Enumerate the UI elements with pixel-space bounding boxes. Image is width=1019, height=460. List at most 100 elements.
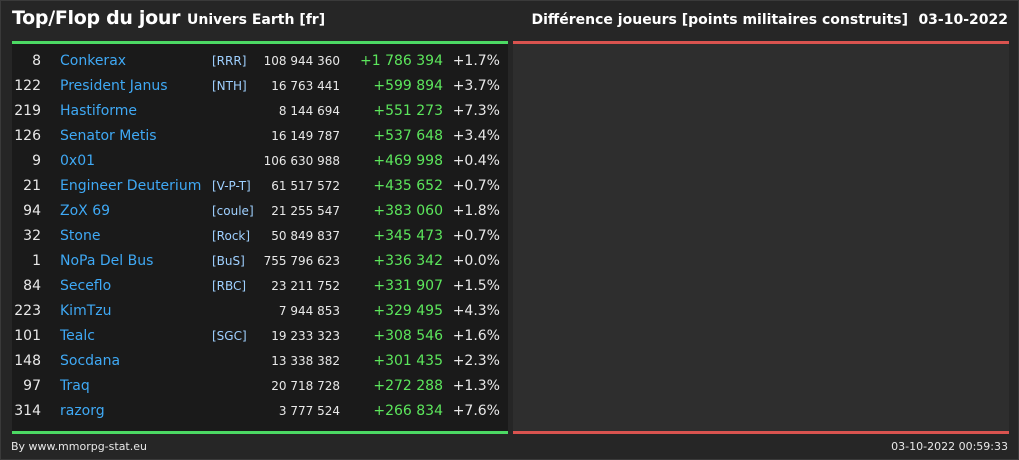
alliance-tag-link[interactable]: [Rock] bbox=[212, 229, 251, 243]
player-points: 106 630 988 bbox=[263, 154, 340, 168]
player-points: 16 763 441 bbox=[271, 79, 340, 93]
percent-change: +3.4% bbox=[452, 128, 500, 144]
player-points: 13 338 382 bbox=[271, 354, 340, 368]
player-name-link[interactable]: 0x01 bbox=[60, 153, 96, 169]
player-rank: 1 bbox=[32, 253, 41, 269]
percent-change: +1.5% bbox=[452, 278, 500, 294]
player-row: 97 Traq 20 718 728 +272 288 +1.3% bbox=[12, 374, 508, 399]
percent-change: +0.4% bbox=[452, 153, 500, 169]
player-name-link[interactable]: Traq bbox=[60, 378, 90, 394]
player-points: 7 944 853 bbox=[278, 304, 340, 318]
player-rank: 126 bbox=[14, 128, 41, 144]
player-rank: 97 bbox=[23, 378, 41, 394]
alliance-tag-link[interactable]: [RBC] bbox=[212, 279, 247, 293]
points-difference: +308 546 bbox=[373, 328, 443, 344]
player-name-link[interactable]: Tealc bbox=[60, 328, 95, 344]
percent-change: +1.3% bbox=[452, 378, 500, 394]
percent-change: +1.7% bbox=[452, 53, 500, 69]
player-name-link[interactable]: razorg bbox=[60, 403, 105, 419]
player-rank: 223 bbox=[14, 303, 41, 319]
flop-players-panel bbox=[513, 44, 1009, 431]
points-difference: +435 652 bbox=[373, 178, 443, 194]
player-name-link[interactable]: NoPa Del Bus bbox=[60, 253, 154, 269]
player-row: 9 0x01 106 630 988 +469 998 +0.4% bbox=[12, 149, 508, 174]
player-row: 101 Tealc [SGC] 19 233 323 +308 546 +1.6% bbox=[12, 324, 508, 349]
player-points: 20 718 728 bbox=[271, 379, 340, 393]
player-name-link[interactable]: Seceflo bbox=[60, 278, 112, 294]
points-difference: +272 288 bbox=[373, 378, 443, 394]
alliance-tag-link[interactable]: [NTH] bbox=[212, 79, 247, 93]
player-name-link[interactable]: Conkerax bbox=[60, 53, 127, 69]
player-points: 16 149 787 bbox=[271, 129, 340, 143]
player-row: 1 NoPa Del Bus [BuS] 755 796 623 +336 342 +0.… bbox=[12, 249, 508, 274]
player-row: 21 Engineer Deuterium [V-P-T] 61 517 572 +43… bbox=[12, 174, 508, 199]
player-points: 3 777 524 bbox=[278, 404, 340, 418]
alliance-tag-link[interactable]: [RRR] bbox=[212, 54, 247, 68]
player-name-link[interactable]: President Janus bbox=[60, 78, 168, 94]
player-name-link[interactable]: Hastiforme bbox=[60, 103, 138, 119]
points-difference: +551 273 bbox=[373, 103, 443, 119]
player-row: 219 Hastiforme 8 144 694 +551 273 +7.3% bbox=[12, 99, 508, 124]
player-rank: 219 bbox=[14, 103, 41, 119]
player-row: 94 ZoX 69 [coule] 21 255 547 +383 060 +1.8% bbox=[12, 199, 508, 224]
player-points: 19 233 323 bbox=[271, 329, 340, 343]
player-name-link[interactable]: ZoX 69 bbox=[60, 203, 111, 219]
player-name-link[interactable]: Socdana bbox=[60, 353, 121, 369]
player-name-link[interactable]: Stone bbox=[60, 228, 101, 244]
player-rank: 32 bbox=[23, 228, 41, 244]
player-row: 314 razorg 3 777 524 +266 834 +7.6% bbox=[12, 399, 508, 424]
points-difference: +537 648 bbox=[373, 128, 443, 144]
flop-bottom-rule bbox=[513, 431, 1009, 434]
alliance-tag-link[interactable]: [coule] bbox=[212, 204, 254, 218]
percent-change: +0.7% bbox=[452, 178, 500, 194]
player-rank: 148 bbox=[14, 353, 41, 369]
player-rank: 8 bbox=[32, 53, 41, 69]
player-rank: 84 bbox=[23, 278, 41, 294]
player-points: 50 849 837 bbox=[271, 229, 340, 243]
player-rank: 314 bbox=[14, 403, 41, 419]
points-difference: +331 907 bbox=[373, 278, 443, 294]
universe-label: Univers Earth [fr] bbox=[187, 12, 326, 28]
points-difference: +383 060 bbox=[373, 203, 443, 219]
flop-accent-rule bbox=[513, 41, 1009, 44]
player-rank: 101 bbox=[14, 328, 41, 344]
player-name-link[interactable]: Engineer Deuterium bbox=[60, 178, 202, 194]
header: Top/Flop du jour Univers Earth [fr] Diff… bbox=[1, 1, 1018, 39]
top-players-list: 8 Conkerax [RRR] 108 944 360 +1 786 394 +1.7%… bbox=[12, 49, 508, 424]
percent-change: +3.7% bbox=[452, 78, 500, 94]
percent-change: +0.7% bbox=[452, 228, 500, 244]
percent-change: +7.6% bbox=[452, 403, 500, 419]
player-rank: 9 bbox=[32, 153, 41, 169]
panel-divider bbox=[509, 44, 512, 431]
points-difference: +345 473 bbox=[373, 228, 443, 244]
player-name-link[interactable]: Senator Metis bbox=[60, 128, 157, 144]
player-points: 755 796 623 bbox=[263, 254, 340, 268]
player-points: 108 944 360 bbox=[263, 54, 340, 68]
alliance-tag-link[interactable]: [BuS] bbox=[212, 254, 245, 268]
player-row: 84 Seceflo [RBC] 23 211 752 +331 907 +1.5% bbox=[12, 274, 508, 299]
ranking-subtitle: Différence joueurs [points militaires co… bbox=[531, 12, 908, 28]
player-row: 122 President Janus [NTH] 16 763 441 +599 89… bbox=[12, 74, 508, 99]
top-bottom-rule bbox=[12, 431, 508, 434]
percent-change: +7.3% bbox=[452, 103, 500, 119]
player-row: 8 Conkerax [RRR] 108 944 360 +1 786 394 +1.7% bbox=[12, 49, 508, 74]
player-rank: 94 bbox=[23, 203, 41, 219]
player-row: 223 KimTzu 7 944 853 +329 495 +4.3% bbox=[12, 299, 508, 324]
alliance-tag-link[interactable]: [SGC] bbox=[212, 329, 247, 343]
player-row: 126 Senator Metis 16 149 787 +537 648 +3.4% bbox=[12, 124, 508, 149]
site-credit: By www.mmorpg-stat.eu bbox=[11, 440, 147, 453]
page-title: Top/Flop du jour bbox=[12, 7, 181, 29]
percent-change: +1.6% bbox=[452, 328, 500, 344]
percent-change: +4.3% bbox=[452, 303, 500, 319]
points-difference: +1 786 394 bbox=[360, 53, 443, 69]
points-difference: +469 998 bbox=[373, 153, 443, 169]
points-difference: +599 894 bbox=[373, 78, 443, 94]
percent-change: +0.0% bbox=[452, 253, 500, 269]
top-accent-rule bbox=[12, 41, 508, 44]
alliance-tag-link[interactable]: [V-P-T] bbox=[212, 179, 251, 193]
player-name-link[interactable]: KimTzu bbox=[60, 303, 112, 319]
player-points: 21 255 547 bbox=[271, 204, 340, 218]
player-points: 61 517 572 bbox=[271, 179, 340, 193]
player-rank: 21 bbox=[23, 178, 41, 194]
